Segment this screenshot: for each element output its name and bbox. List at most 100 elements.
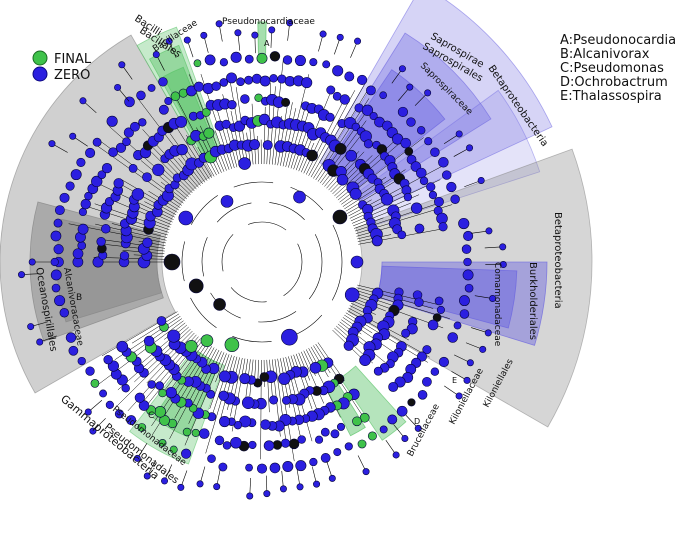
tree-node [407, 398, 416, 407]
tree-branch [337, 323, 388, 365]
tree-node [326, 85, 336, 95]
tree-node [410, 202, 423, 214]
tree-node [224, 337, 240, 352]
tree-branch [266, 359, 270, 413]
tree-node [240, 94, 250, 104]
tree-node [434, 196, 444, 207]
tree-node [485, 227, 493, 235]
tree-node [143, 335, 155, 347]
tree-node [101, 163, 113, 174]
tree-node [147, 380, 156, 389]
tree-node [269, 51, 281, 62]
tree-node [344, 287, 360, 303]
tree-node [438, 157, 449, 168]
tree-node [322, 60, 331, 69]
label-marker-c: C [148, 411, 154, 421]
key-line-e: E:Thalassospira [560, 89, 662, 104]
tree-node [92, 256, 104, 268]
tree-node [222, 441, 232, 450]
tree-node [424, 89, 432, 97]
tree-node [256, 463, 268, 474]
tree-node [211, 81, 221, 91]
tree-node [50, 269, 62, 281]
tree-node [54, 295, 66, 307]
tree-branch [209, 354, 230, 409]
tree-branch [313, 345, 331, 374]
tree-node [196, 480, 204, 488]
tree-branch [310, 84, 365, 178]
tree-node [286, 19, 294, 27]
tree-inner-arc [221, 221, 303, 303]
tree-node [213, 298, 226, 311]
tree-node [282, 55, 293, 65]
tree-node [349, 187, 362, 200]
tree-node [419, 176, 429, 186]
tree-node [184, 339, 198, 353]
clade-sectors [0, 0, 593, 465]
tree-node [268, 26, 276, 34]
tree-branch [322, 129, 366, 185]
tree-node [417, 126, 426, 135]
tree-node [417, 390, 428, 400]
tree-node [118, 61, 126, 69]
tree-node [477, 176, 485, 184]
tree-branch [342, 317, 397, 354]
tree-node [343, 340, 354, 351]
tree-node [79, 97, 87, 105]
tree-node [279, 485, 287, 493]
tree-node [254, 93, 263, 102]
tree-node [466, 359, 474, 367]
tree-node [128, 163, 138, 173]
tree-branch [146, 140, 195, 192]
tree-node [68, 345, 79, 356]
legend: FINAL ZERO [32, 50, 92, 83]
tree-node [379, 425, 388, 434]
tree-node [53, 218, 63, 228]
tree-node [193, 59, 202, 68]
tree-node [142, 172, 152, 183]
tree-node [121, 383, 130, 393]
tree-node [359, 354, 371, 366]
tree-node [414, 424, 422, 432]
tree-branch [290, 111, 309, 169]
tree-node [165, 37, 173, 45]
tree-node [51, 283, 61, 293]
tree-node [387, 414, 398, 425]
tree-node [336, 422, 345, 431]
tree-branch [251, 103, 257, 165]
tree-node [455, 130, 463, 138]
tree-node [234, 29, 242, 37]
tree-branch [345, 180, 398, 212]
tree-node [130, 121, 140, 132]
tree-node [336, 174, 349, 186]
tree-node [458, 217, 470, 230]
tree-node [362, 468, 370, 476]
tree-node [137, 423, 147, 432]
tree-node [330, 429, 340, 439]
tree-node [371, 235, 383, 247]
tree-node [101, 224, 111, 234]
tree-node [309, 457, 318, 467]
tree-node [263, 490, 271, 498]
tree-node [293, 190, 306, 204]
tree-node [436, 212, 448, 225]
tree-node [332, 65, 344, 77]
tree-node [414, 223, 425, 234]
tree-node [97, 170, 107, 179]
tree-node [126, 415, 137, 426]
tree-node [84, 191, 93, 201]
tree-node [259, 372, 270, 382]
tree-node [134, 392, 145, 403]
tree-branch [180, 346, 213, 399]
tree-node [269, 395, 279, 405]
tree-node [65, 181, 75, 191]
tree-branch [301, 351, 325, 404]
tree-node [463, 376, 471, 384]
tree-node [191, 428, 200, 437]
tree-node [27, 323, 35, 331]
tree-branch [285, 357, 301, 416]
tree-node [438, 222, 448, 232]
tree-node [53, 244, 64, 255]
tree-node [143, 472, 151, 480]
